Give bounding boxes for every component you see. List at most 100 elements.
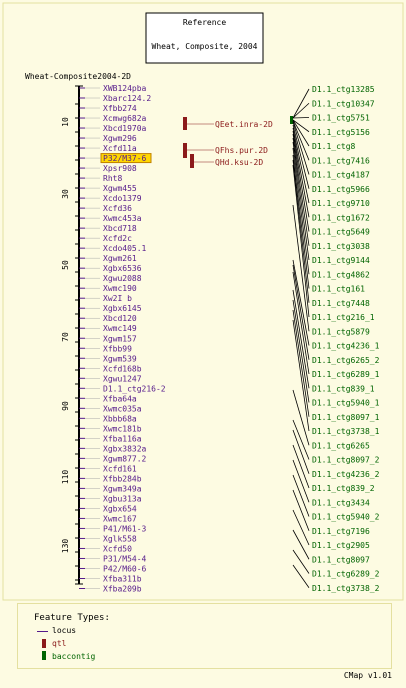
contig-label[interactable]: D1.1_ctg5751	[312, 114, 370, 123]
locus-label[interactable]: Xw2I b	[103, 294, 132, 303]
contig-connector	[292, 147, 310, 275]
contig-label[interactable]: D1.1_ctg6289_2	[312, 570, 380, 579]
locus-label[interactable]: Xwmc035a	[103, 404, 142, 413]
locus-label[interactable]: Xgbx6145	[103, 304, 142, 313]
map-name[interactable]: Wheat-Composite2004-2D	[25, 72, 131, 81]
locus-label[interactable]: P42/M60-6	[103, 564, 147, 573]
contig-label[interactable]: D1.1_ctg5156	[312, 128, 370, 137]
locus-label[interactable]: Xgbx654	[103, 504, 137, 513]
locus-label[interactable]: Xfba209b	[103, 585, 142, 594]
contig-label[interactable]: D1.1_ctg839_2	[312, 484, 375, 493]
locus-label[interactable]: P31/M54-4	[103, 554, 147, 563]
contig-label[interactable]: D1.1_ctg6265_2	[312, 356, 380, 365]
contig-label[interactable]: D1.1_ctg8097_1	[312, 413, 380, 422]
contig-label[interactable]: D1.1_ctg2905	[312, 541, 370, 550]
contig-connector	[292, 419, 310, 460]
contig-label[interactable]: D1.1_ctg161	[312, 285, 365, 294]
locus-label[interactable]: Xbcd120	[103, 314, 137, 323]
contig-label[interactable]: D1.1_ctg3738_1	[312, 427, 380, 436]
contig-label[interactable]: D1.1_ctg9144	[312, 256, 370, 265]
contig-label[interactable]: D1.1_ctg4236_2	[312, 470, 380, 479]
locus-label[interactable]: Xwmc149	[103, 324, 137, 333]
locus-label[interactable]: Xfba116a	[103, 434, 142, 443]
contig-label[interactable]: D1.1_ctg3434	[312, 498, 370, 507]
contig-label[interactable]: D1.1_ctg13285	[312, 85, 375, 94]
locus-label[interactable]: Xfbb99	[103, 344, 132, 353]
contig-label[interactable]: D1.1_ctg6289_1	[312, 370, 380, 379]
locus-label[interactable]: Xgwm455	[103, 184, 137, 193]
locus-label[interactable]: Xgbx3832a	[103, 444, 147, 453]
contig-label[interactable]: D1.1_ctg5649	[312, 228, 370, 237]
locus-label[interactable]: Xwmc453a	[103, 214, 142, 223]
locus-label[interactable]: P32/M37-6	[103, 154, 147, 163]
qtl-label[interactable]: QHd.ksu-2D	[215, 158, 263, 167]
contig-label[interactable]: D1.1_ctg5940_2	[312, 513, 380, 522]
locus-label[interactable]: Rht8	[103, 174, 122, 183]
locus-label[interactable]: Xcdo405.1	[103, 244, 147, 253]
contig-label[interactable]: D1.1_ctg3738_2	[312, 584, 380, 593]
contig-label[interactable]: D1.1_ctg5966	[312, 185, 370, 194]
locus-label[interactable]: Xcfd2c	[103, 234, 132, 243]
contig-label[interactable]: D1.1_ctg8097_2	[312, 456, 380, 465]
locus-label[interactable]: Xbbb68a	[103, 414, 137, 423]
locus-label[interactable]: Xfba64a	[103, 394, 137, 403]
qtl-bar[interactable]	[183, 143, 187, 158]
qtl-label[interactable]: QEet.inra-2D	[215, 120, 273, 129]
locus-label[interactable]: Xcmwg682a	[103, 114, 147, 123]
locus-label[interactable]: Xgwm296	[103, 134, 137, 143]
locus-label[interactable]: Xgbx6536	[103, 264, 142, 273]
locus-label[interactable]: Xbcd718	[103, 224, 137, 233]
contig-label[interactable]: D1.1_ctg4187	[312, 171, 370, 180]
locus-label[interactable]: Xgwu1247	[103, 374, 142, 383]
locus-label[interactable]: Xgwm261	[103, 254, 137, 263]
contig-label[interactable]: D1.1_ctg7448	[312, 299, 370, 308]
locus-label[interactable]: P41/M61-3	[103, 524, 147, 533]
locus-label[interactable]: Xcfd161	[103, 464, 137, 473]
locus-label[interactable]: Xcfd50	[103, 544, 132, 553]
locus-label[interactable]: Xwmc181b	[103, 424, 142, 433]
locus-label[interactable]: Xgwm157	[103, 334, 137, 343]
locus-label[interactable]: Xfba311b	[103, 574, 142, 583]
locus-label[interactable]: Xgwu2088	[103, 274, 142, 283]
contig-label[interactable]: D1.1_ctg7416	[312, 156, 370, 165]
locus-label[interactable]: Xgbu313a	[103, 494, 142, 503]
locus-label[interactable]: D1.1_ctg216-2	[103, 384, 166, 393]
contig-label[interactable]: D1.1_ctg3038	[312, 242, 370, 251]
contig-connector	[292, 120, 310, 161]
locus-label[interactable]: Xgwm349a	[103, 484, 142, 493]
locus-label[interactable]: Xfbb274	[103, 104, 137, 113]
contig-label[interactable]: D1.1_ctg4862	[312, 270, 370, 279]
locus-label[interactable]: Xgwm539	[103, 354, 137, 363]
contig-label[interactable]: D1.1_ctg7196	[312, 527, 370, 536]
contig-label[interactable]: D1.1_ctg1672	[312, 213, 370, 222]
contig-label[interactable]: D1.1_ctg5940_1	[312, 399, 380, 408]
contig-label[interactable]: D1.1_ctg8097	[312, 555, 370, 564]
contig-connector	[292, 130, 310, 218]
qtl-label[interactable]: QFhs.pur.2D	[215, 146, 268, 155]
locus-label[interactable]: Xpsr908	[103, 164, 137, 173]
chromosome-axis[interactable]	[75, 85, 83, 585]
qtl-bar[interactable]	[183, 117, 187, 130]
locus-label[interactable]: Xfbb284b	[103, 474, 142, 483]
contig-connector	[292, 289, 310, 389]
contig-label[interactable]: D1.1_ctg839_1	[312, 384, 375, 393]
locus-label[interactable]: Xgwm877.2	[103, 454, 147, 463]
locus-label[interactable]: Xcfd11a	[103, 144, 137, 153]
locus-label[interactable]: XWB124pba	[103, 84, 147, 93]
contig-label[interactable]: D1.1_ctg10347	[312, 99, 375, 108]
contig-label[interactable]: D1.1_ctg5879	[312, 327, 370, 336]
qtl-bar[interactable]	[190, 154, 194, 168]
locus-label[interactable]: Xwmc167	[103, 514, 137, 523]
contig-label[interactable]: D1.1_ctg4236_1	[312, 342, 380, 351]
locus-label[interactable]: Xwmc190	[103, 284, 137, 293]
locus-label[interactable]: Xbarc124.2	[103, 94, 151, 103]
contig-label[interactable]: D1.1_ctg8	[312, 142, 356, 151]
locus-label[interactable]: Xcfd36	[103, 204, 132, 213]
locus-label[interactable]: Xcfd168b	[103, 364, 142, 373]
contig-label[interactable]: D1.1_ctg9710	[312, 199, 370, 208]
contig-label[interactable]: D1.1_ctg216_1	[312, 313, 375, 322]
locus-label[interactable]: Xcdo1379	[103, 194, 142, 203]
locus-label[interactable]: Xbcd1970a	[103, 124, 147, 133]
contig-label[interactable]: D1.1_ctg6265	[312, 441, 370, 450]
locus-label[interactable]: Xglk558	[103, 534, 137, 543]
